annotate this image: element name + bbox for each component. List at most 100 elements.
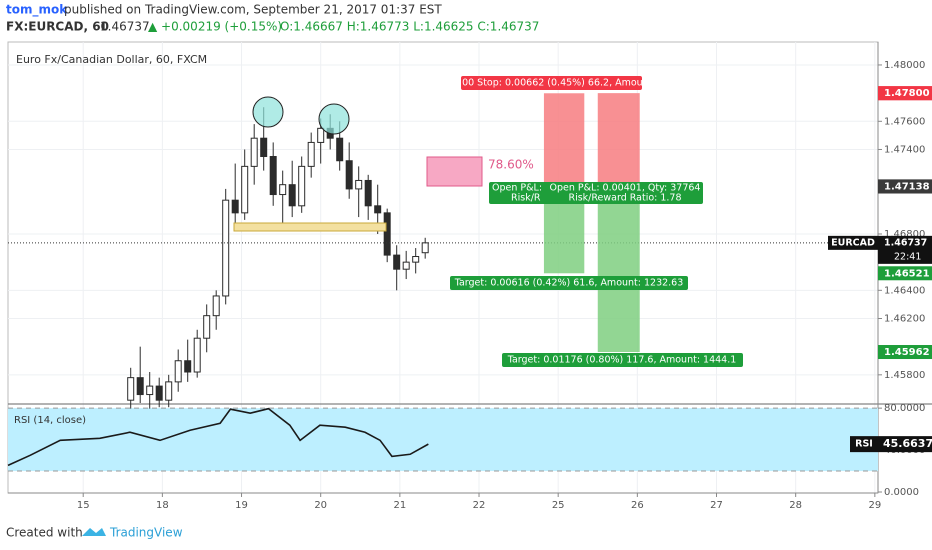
footer-created: Created with: [6, 526, 83, 540]
price-badge: [878, 86, 932, 101]
y-tick-label: 80.0000: [884, 403, 925, 414]
rr-cut: Risk/R: [511, 193, 541, 204]
last-symbol: EURCAD: [831, 237, 875, 248]
x-tick-label: 29: [868, 500, 881, 511]
candle-body: [174, 360, 182, 383]
target-zone: [597, 186, 640, 353]
label-box: [461, 76, 642, 90]
last-badge: [878, 235, 932, 264]
candle-body: [250, 137, 258, 167]
candle-body: [374, 205, 382, 214]
candle-body: [193, 337, 201, 373]
candle-body: [317, 127, 325, 143]
candle-body: [222, 199, 230, 297]
ohlc: O:1.46667 H:1.46773 L:1.46625 C:1.46737: [280, 20, 539, 34]
price-badge: [878, 179, 932, 194]
last-name: RSI: [855, 439, 873, 450]
y-tick-label: 1.46400: [884, 285, 925, 296]
candle-body: [184, 360, 192, 373]
y-tick-label: 1.46800: [884, 229, 925, 240]
x-tick-label: 20: [314, 500, 327, 511]
target-label: Target: 0.00616 (0.42%) 61.6, Amount: 12…: [454, 278, 684, 289]
price-badge: [878, 345, 932, 360]
label-box: [502, 353, 743, 367]
fib-box: [426, 156, 483, 187]
x-tick-label: 27: [710, 500, 723, 511]
x-tick-label: 28: [789, 500, 802, 511]
candle-body: [288, 184, 296, 207]
candle-body: [231, 199, 239, 214]
y-tick-label: 0.0000: [884, 487, 919, 498]
stop-label: Stop: 0.00 Stop: 0.00662 (0.45%) 66.2, A…: [425, 78, 677, 89]
x-tick-label: 22: [473, 500, 486, 511]
price-badge-label: 1.46521: [884, 268, 930, 279]
price-badge: [878, 266, 932, 281]
y-tick-label: 1.47600: [884, 116, 925, 127]
position-labels: Stop: 0.00 Stop: 0.00662 (0.45%) 66.2, A…: [425, 76, 743, 367]
price: 1.46737: [100, 20, 150, 34]
price-badge-label: 1.45962: [884, 347, 930, 358]
candle-body: [279, 184, 287, 196]
footer-brand[interactable]: TradingView: [109, 526, 183, 540]
candle-body: [146, 385, 154, 396]
last-badge: [878, 436, 932, 453]
label-box: [450, 276, 688, 290]
candle-body: [336, 137, 344, 162]
x-tick-label: 15: [77, 500, 90, 511]
last-value: 45.6637: [883, 437, 932, 450]
candle-body: [298, 165, 306, 207]
price-axis: 15 18 19 20 21 22 25 26 27 28 29 1.45800 1.46200 1.46…: [77, 60, 932, 511]
x-tick-label: 21: [393, 500, 406, 511]
rsi-line: [7, 407, 429, 467]
candle-body: [212, 295, 220, 317]
x-tick-label: 19: [235, 500, 248, 511]
x-tick-label: 26: [631, 500, 644, 511]
symbol: FX:EURCAD, 60: [6, 20, 109, 34]
candle-body: [127, 377, 135, 401]
rr-label: Risk/Reward Ratio: 1.78: [568, 193, 681, 204]
candle-body: [345, 160, 353, 190]
fib-label: 78.60%: [488, 158, 534, 172]
stop-zone: [597, 93, 640, 187]
candle-body: [393, 254, 401, 270]
last-value: 1.46737: [884, 237, 927, 248]
candle-body: [260, 137, 268, 158]
head-circle: [252, 96, 284, 128]
x-tick-label: 18: [156, 500, 169, 511]
price-badge-label: 1.47138: [884, 181, 930, 192]
last-badge: [850, 436, 878, 453]
head-circle: [318, 103, 350, 135]
label-box: [489, 182, 703, 204]
y-tick-label: 1.46200: [884, 313, 925, 324]
candle-body: [269, 156, 277, 196]
stop-zone: [543, 93, 585, 187]
author[interactable]: tom_mok: [6, 3, 68, 18]
chart-title: Euro Fx/Canadian Dollar, 60, FXCM: [16, 53, 207, 66]
y-tick-label: 1.47400: [884, 144, 925, 155]
candle-body: [355, 179, 363, 190]
rsi-title: RSI (14, close): [14, 415, 86, 426]
published: published on TradingView.com, September …: [64, 3, 442, 17]
pnl-cut: Open P&L:: [492, 183, 542, 194]
y-tick-label: 1.45800: [884, 370, 925, 381]
candle-body: [307, 141, 315, 167]
candle-body: [412, 256, 420, 263]
rsi-band: [8, 408, 878, 472]
candle-body: [364, 179, 372, 207]
candle-body: [402, 261, 410, 270]
target-label: Target: 0.01176 (0.80%) 117.6, Amount: 1…: [507, 355, 737, 366]
last-badge: [828, 235, 878, 250]
candle-body: [165, 381, 173, 401]
candle-body: [241, 165, 249, 214]
countdown: 22:41: [894, 251, 921, 262]
logo: [82, 528, 106, 536]
y-tick-label: 1.48000: [884, 60, 925, 71]
neckline: [233, 222, 387, 232]
candle-body: [203, 315, 211, 339]
change: ▲ +0.00219 (+0.15%): [148, 20, 282, 34]
candle-body: [421, 242, 429, 254]
candle-body: [383, 212, 391, 256]
candle-body: [155, 385, 163, 401]
x-tick-label: 25: [552, 500, 565, 511]
